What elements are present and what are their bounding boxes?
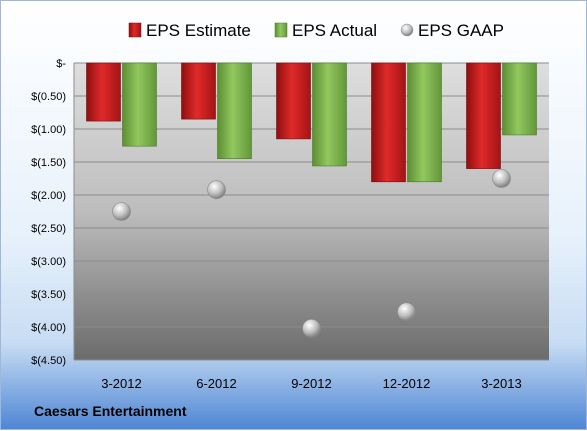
company-name: Caesars Entertainment bbox=[34, 403, 187, 419]
x-category-label: 9-2012 bbox=[291, 376, 331, 391]
bar-eps-actual bbox=[217, 62, 252, 159]
gaap-markers bbox=[112, 169, 511, 338]
x-axis-category-labels: 3-2012 6-2012 9-2012 12-2012 3-2013 bbox=[101, 376, 521, 391]
x-category-label: 3-2013 bbox=[481, 376, 521, 391]
y-tick-label: $(2.50) bbox=[31, 223, 66, 235]
marker-eps-gaap bbox=[112, 202, 131, 221]
bar-eps-estimate bbox=[371, 62, 406, 183]
legend-label: EPS Estimate bbox=[146, 21, 251, 40]
legend-label: EPS GAAP bbox=[418, 21, 504, 40]
bar-eps-actual bbox=[122, 62, 157, 147]
bar-eps-estimate bbox=[276, 62, 311, 140]
bar-eps-actual bbox=[407, 62, 442, 183]
bar-eps-estimate bbox=[181, 62, 216, 120]
bars bbox=[86, 62, 537, 183]
legend-swatch-eps-estimate bbox=[128, 22, 142, 38]
y-tick-label: $(3.50) bbox=[31, 289, 66, 301]
marker-eps-gaap bbox=[397, 302, 416, 322]
y-tick-label: $(4.00) bbox=[31, 322, 66, 334]
legend-swatch-eps-actual bbox=[274, 22, 288, 38]
y-tick-label: $- bbox=[56, 58, 66, 70]
marker-eps-gaap bbox=[207, 180, 226, 200]
x-category-label: 3-2012 bbox=[101, 376, 141, 391]
y-axis-tick-labels: $- $(0.50) $(1.00) $(1.50) $(2.00) $(2.50) $(3… bbox=[31, 58, 66, 367]
bar-eps-actual bbox=[502, 62, 537, 136]
y-tick-label: $(1.50) bbox=[31, 157, 66, 169]
y-tick-label: $(2.00) bbox=[31, 190, 66, 202]
x-category-label: 12-2012 bbox=[383, 376, 431, 391]
x-category-label: 6-2012 bbox=[196, 376, 236, 391]
marker-eps-gaap bbox=[492, 169, 511, 188]
y-tick-label: $(1.00) bbox=[31, 124, 66, 136]
legend-swatch-eps-gaap bbox=[400, 23, 414, 37]
legend-label: EPS Actual bbox=[292, 21, 377, 40]
bar-eps-actual bbox=[312, 62, 347, 167]
legend: EPS Estimate EPS Actual EPS GAAP bbox=[128, 21, 504, 40]
y-tick-label: $(4.50) bbox=[31, 355, 66, 367]
bar-eps-estimate bbox=[466, 62, 501, 169]
bar-eps-estimate bbox=[86, 62, 121, 122]
y-tick-label: $(0.50) bbox=[31, 91, 66, 103]
marker-eps-gaap bbox=[302, 319, 321, 338]
y-tick-label: $(3.00) bbox=[31, 256, 66, 268]
